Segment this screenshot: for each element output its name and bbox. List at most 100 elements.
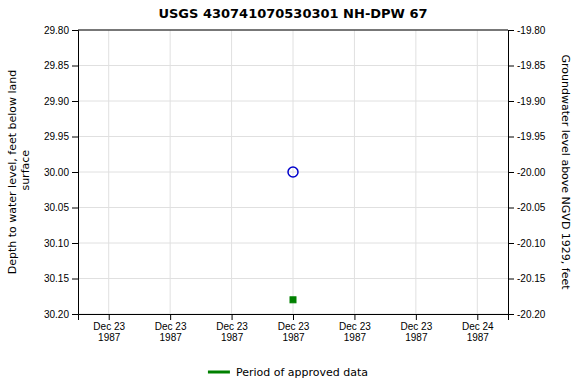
tick-label: Dec 231987 [278,321,310,343]
tick-label: -20.05 [517,202,546,213]
tick-mark [72,137,78,138]
tick-mark [72,66,78,67]
axis-title: Depth to water level, feet below land su… [6,70,32,275]
tick-label: 30.00 [44,167,69,178]
legend-label: Period of approved data [236,366,368,379]
tick-mark [293,314,294,320]
tick-mark [508,314,514,315]
tick: 30.05 [44,202,78,213]
tick-mark [477,314,478,320]
tick-label: 30.15 [44,273,69,284]
grid-line [477,30,478,314]
tick-mark [72,208,78,209]
chart: Dec 231987 Dec 231987 Dec 231987 Dec 231987… [0,0,576,384]
tick-mark [109,314,110,320]
tick-label: 29.85 [44,60,69,71]
tick-label: -20.00 [517,167,546,178]
tick: 30.00 [44,167,78,178]
tick-label: Dec 241987 [462,321,494,343]
tick-label: -19.95 [517,131,546,142]
tick: Dec 231987 [339,314,371,343]
tick-label: 29.80 [44,25,69,36]
point [288,167,298,177]
tick: -20.00 [508,167,546,178]
tick: -20.05 [508,202,546,213]
tick-mark [416,314,417,320]
tick: -19.85 [508,60,546,71]
tick-mark [508,101,514,102]
tick: 29.85 [44,60,78,71]
grid-line [78,30,508,31]
tick: Dec 231987 [278,314,310,343]
grid-line [354,30,355,314]
grid-line [231,30,232,314]
tick-label: -19.80 [517,25,546,36]
tick: -20.15 [508,273,546,284]
tick: 29.80 [44,25,78,36]
plot-area: Dec 231987 Dec 231987 Dec 231987 Dec 231987… [44,25,546,343]
y-axis: 29.80 29.85 29.90 29.95 30.00 30.05 30.10 30.15… [44,25,79,320]
tick-mark [508,279,514,280]
tick-mark [72,243,78,244]
legend: Period of approved data [208,366,368,379]
tick-mark [72,172,78,173]
tick: -20.10 [508,238,546,249]
tick-mark [72,30,78,31]
tick-mark [72,279,78,280]
tick-label: Dec 231987 [155,321,187,343]
tick: Dec 231987 [93,314,125,343]
tick-mark [508,137,514,138]
tick: Dec 231987 [401,314,433,343]
tick-label: -19.90 [517,96,546,107]
tick-label: -19.85 [517,60,546,71]
tick-label: 30.20 [44,309,69,320]
tick-label: 29.90 [44,96,69,107]
tick-mark [508,243,514,244]
grid-line [108,30,109,314]
grid-line [170,30,171,314]
axis-domain [79,315,509,321]
tick-label: -20.20 [517,309,546,320]
axis-domain [509,31,515,315]
tick-label: Dec 231987 [401,321,433,343]
tick-mark [354,314,355,320]
tick: 30.10 [44,238,78,249]
tick: 30.15 [44,273,78,284]
tick-mark [72,101,78,102]
tick: -19.90 [508,96,546,107]
tick-label: Dec 231987 [216,321,248,343]
legend-item: Period of approved data [208,366,368,379]
tick-mark [232,314,233,320]
tick: 29.90 [44,96,78,107]
tick: -19.80 [508,25,546,36]
tick-mark [508,172,514,173]
tick: Dec 241987 [462,314,494,343]
tick-mark [170,314,171,320]
tick-label: 30.05 [44,202,69,213]
tick-mark [508,30,514,31]
tick-label: Dec 231987 [93,321,125,343]
tick: Dec 231987 [155,314,187,343]
tick: Dec 231987 [216,314,248,343]
series [288,167,298,177]
grid-line [415,30,416,314]
tick: -20.20 [508,309,546,320]
point [290,297,296,303]
marks [288,167,298,303]
y2-axis: -19.80 -19.85 -19.90 -19.95 -20.00 -20.05 -20.… [508,25,546,320]
tick: 29.95 [44,131,78,142]
grid [78,30,508,314]
axis-title: Groundwater level above NGVD 1929, feet [559,54,572,290]
frame [78,30,508,31]
tick-label: Dec 231987 [339,321,371,343]
x-axis: Dec 231987 Dec 231987 Dec 231987 Dec 231987… [79,314,509,343]
tick-label: 30.10 [44,238,69,249]
tick-mark [508,208,514,209]
tick: 30.20 [44,309,78,320]
tick-label: 29.95 [44,131,69,142]
series [290,297,296,303]
tick: -19.95 [508,131,546,142]
tick-mark [508,66,514,67]
axis-domain [72,31,79,315]
grid-line [293,30,294,314]
